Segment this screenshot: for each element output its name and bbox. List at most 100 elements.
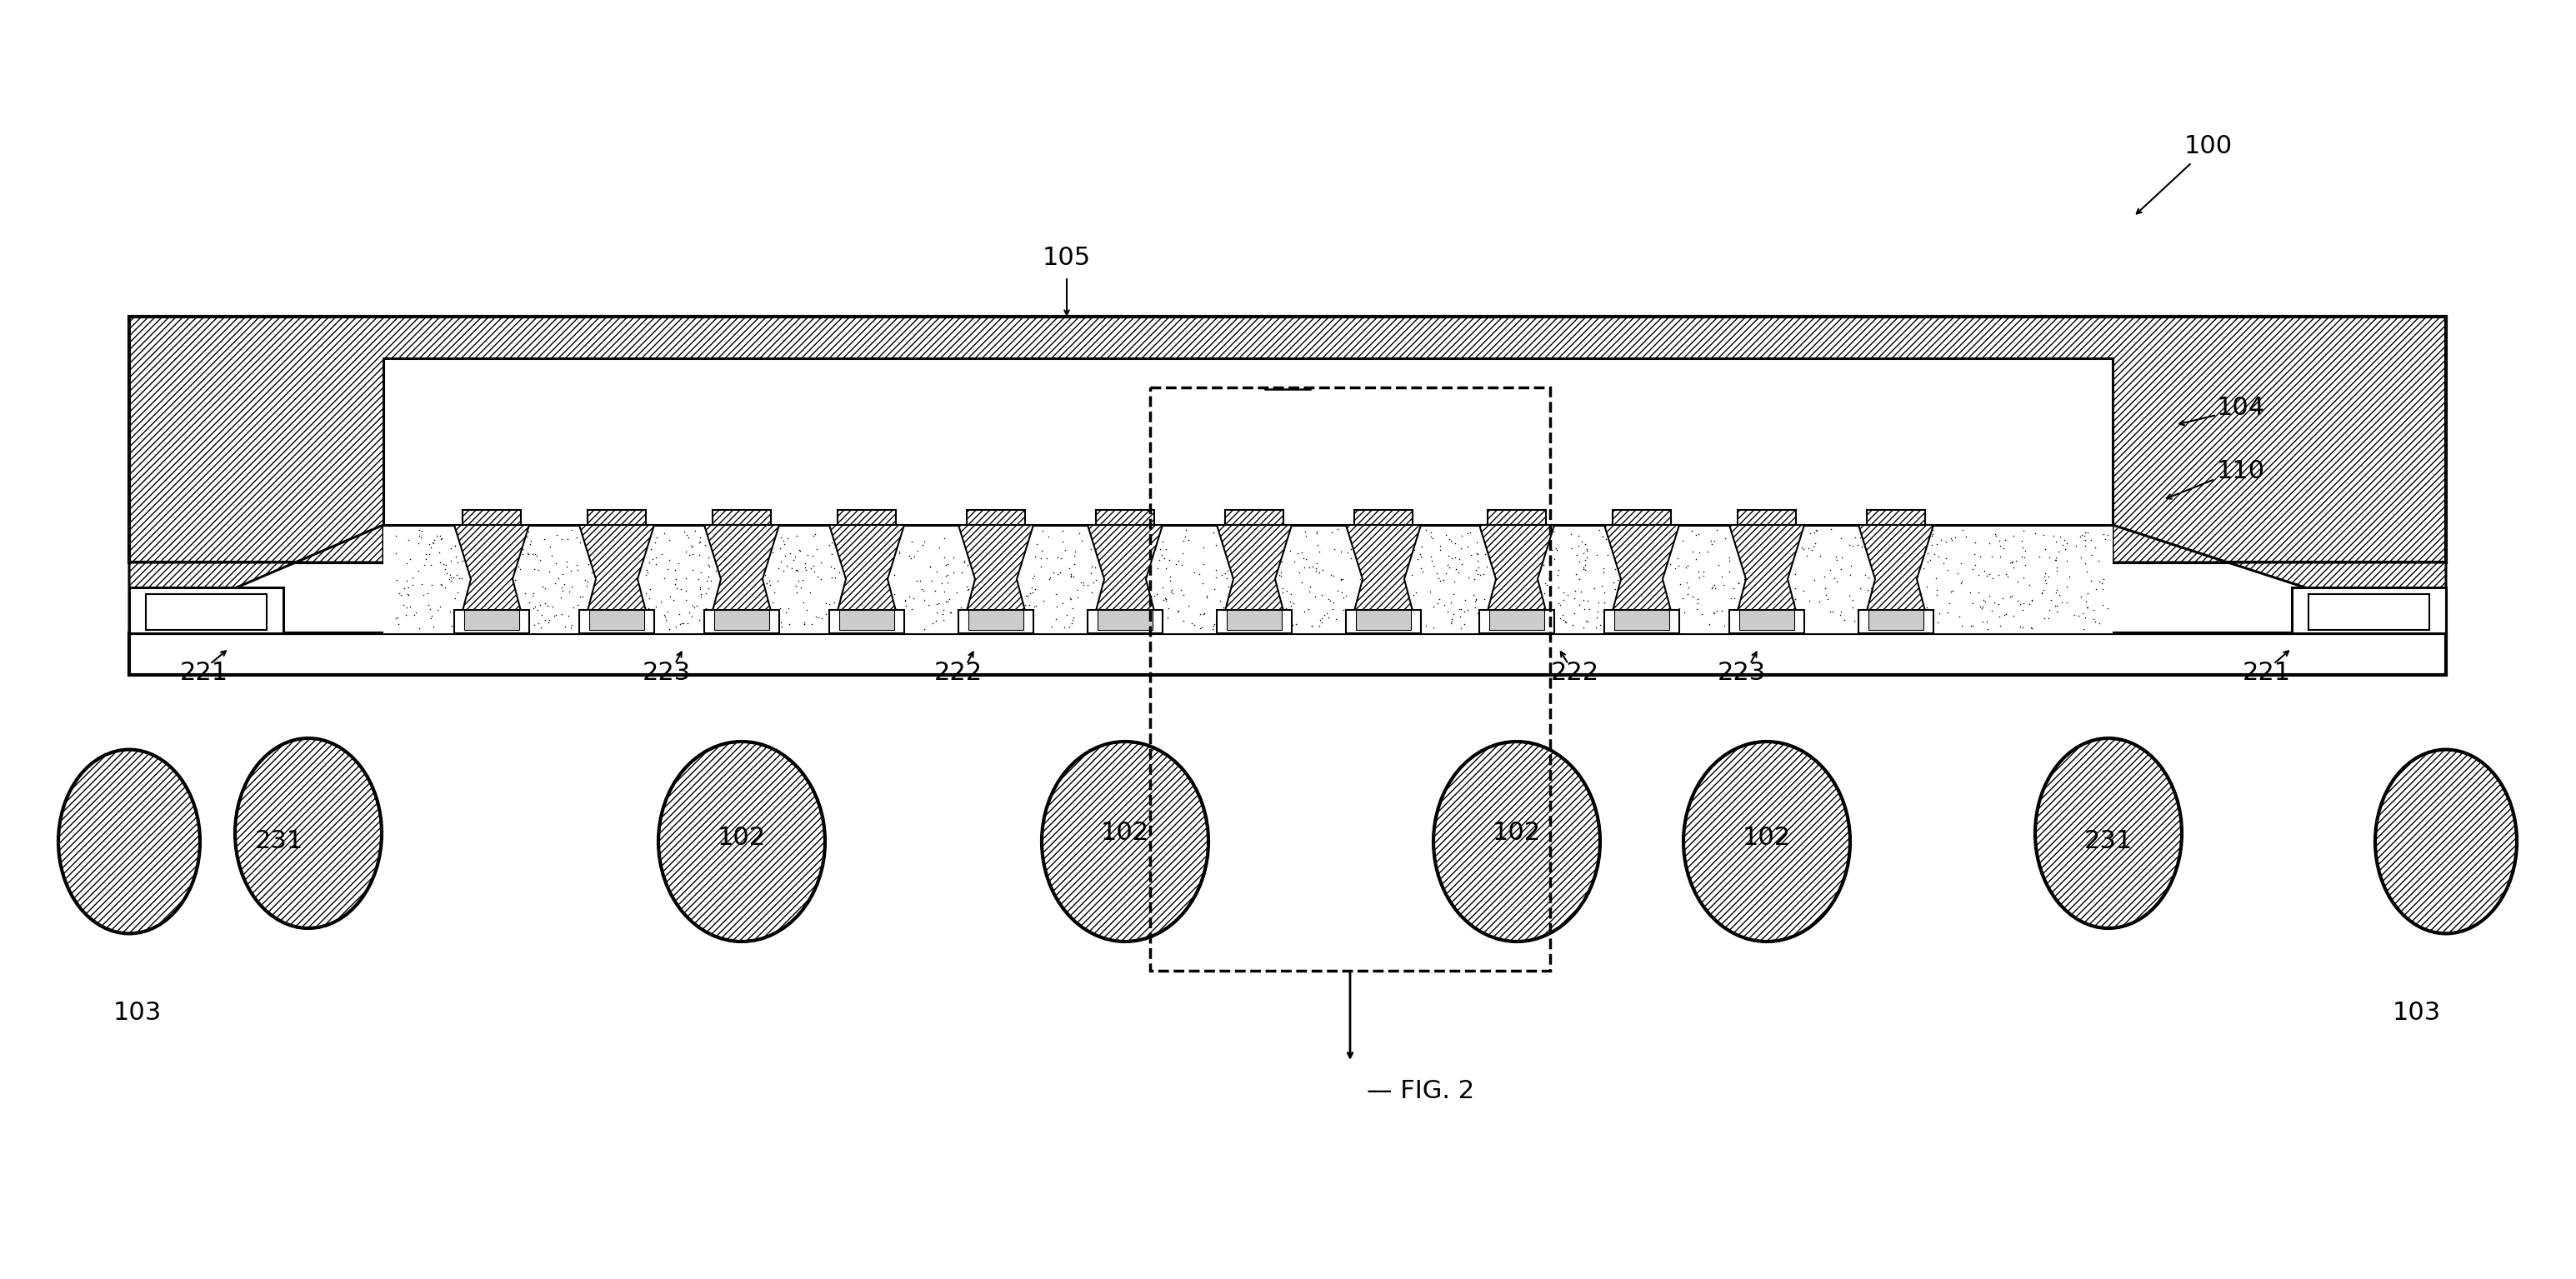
- Point: [1471, 545, 1512, 565]
- Point: [1288, 600, 1329, 620]
- Point: [1435, 547, 1476, 568]
- Point: [1878, 597, 1919, 618]
- Point: [1319, 569, 1360, 590]
- Point: [1412, 551, 1453, 572]
- Point: [1852, 585, 1893, 605]
- Text: 102: 102: [1741, 825, 1790, 849]
- Point: [466, 588, 507, 609]
- Point: [1265, 599, 1306, 619]
- Point: [1618, 599, 1659, 619]
- Point: [1087, 577, 1128, 597]
- Point: [518, 546, 559, 567]
- Point: [1839, 527, 1880, 547]
- Point: [1342, 544, 1383, 564]
- Point: [1510, 596, 1551, 616]
- Point: [853, 570, 894, 591]
- Point: [1868, 546, 1909, 567]
- Point: [1620, 597, 1662, 618]
- Point: [585, 547, 626, 568]
- Point: [1030, 568, 1072, 588]
- Point: [1321, 541, 1363, 561]
- Point: [495, 532, 536, 553]
- Point: [1741, 610, 1783, 631]
- Point: [1749, 608, 1790, 628]
- Point: [2022, 579, 2063, 600]
- Point: [732, 521, 773, 541]
- Point: [698, 526, 739, 546]
- Text: 211: 211: [1643, 371, 1690, 395]
- Point: [1636, 526, 1677, 546]
- Point: [487, 593, 528, 614]
- Point: [592, 568, 634, 588]
- Point: [2032, 526, 2074, 546]
- Point: [2035, 547, 2076, 568]
- Point: [1754, 586, 1795, 606]
- Point: [1566, 611, 1607, 632]
- Point: [1133, 586, 1175, 606]
- Point: [2066, 561, 2107, 582]
- Point: [1878, 530, 1919, 550]
- Point: [1538, 592, 1579, 613]
- Text: 211: 211: [659, 371, 708, 395]
- Point: [482, 532, 523, 553]
- Point: [1149, 570, 1190, 591]
- Point: [1780, 611, 1821, 632]
- Point: [1857, 599, 1899, 619]
- Point: [1383, 545, 1425, 565]
- Point: [1747, 581, 1788, 601]
- Point: [670, 606, 711, 627]
- Bar: [1087, 610, 1162, 633]
- Point: [1079, 608, 1121, 628]
- Point: [407, 583, 448, 604]
- Point: [1141, 545, 1182, 565]
- Point: [1314, 609, 1355, 629]
- Point: [582, 547, 623, 568]
- Point: [714, 576, 755, 596]
- Point: [402, 585, 443, 605]
- Point: [1893, 532, 1935, 553]
- Point: [971, 549, 1012, 569]
- Point: [1829, 586, 1870, 606]
- Point: [1904, 600, 1945, 620]
- Point: [1345, 521, 1386, 541]
- Text: 101: 101: [1262, 367, 1311, 391]
- Point: [1535, 540, 1577, 560]
- Point: [770, 544, 811, 564]
- Point: [940, 597, 981, 618]
- Point: [1911, 535, 1953, 555]
- Point: [1015, 535, 1056, 555]
- Point: [482, 537, 523, 558]
- Point: [1213, 601, 1255, 622]
- Point: [1605, 572, 1646, 592]
- Point: [1270, 596, 1311, 616]
- Point: [762, 531, 804, 551]
- Point: [533, 605, 574, 625]
- Point: [809, 593, 850, 614]
- Point: [1600, 611, 1641, 632]
- Point: [1430, 613, 1471, 633]
- Point: [971, 596, 1012, 616]
- Point: [556, 554, 598, 574]
- Point: [1852, 588, 1893, 609]
- Point: [1754, 570, 1795, 591]
- Point: [1955, 554, 1996, 574]
- Point: [1600, 542, 1641, 563]
- Point: [1595, 591, 1636, 611]
- Point: [868, 587, 909, 608]
- Point: [1906, 577, 1947, 597]
- Point: [1023, 521, 1064, 541]
- Point: [425, 559, 466, 579]
- Point: [953, 551, 994, 572]
- Point: [1852, 586, 1893, 606]
- Point: [1092, 596, 1133, 616]
- Point: [1937, 563, 1978, 583]
- Point: [399, 519, 440, 540]
- Point: [1221, 545, 1262, 565]
- Point: [747, 573, 788, 593]
- Point: [1744, 619, 1785, 640]
- Point: [1507, 542, 1548, 563]
- Bar: [384, 358, 2112, 524]
- Point: [1767, 591, 1808, 611]
- Point: [639, 592, 680, 613]
- Point: [891, 599, 933, 619]
